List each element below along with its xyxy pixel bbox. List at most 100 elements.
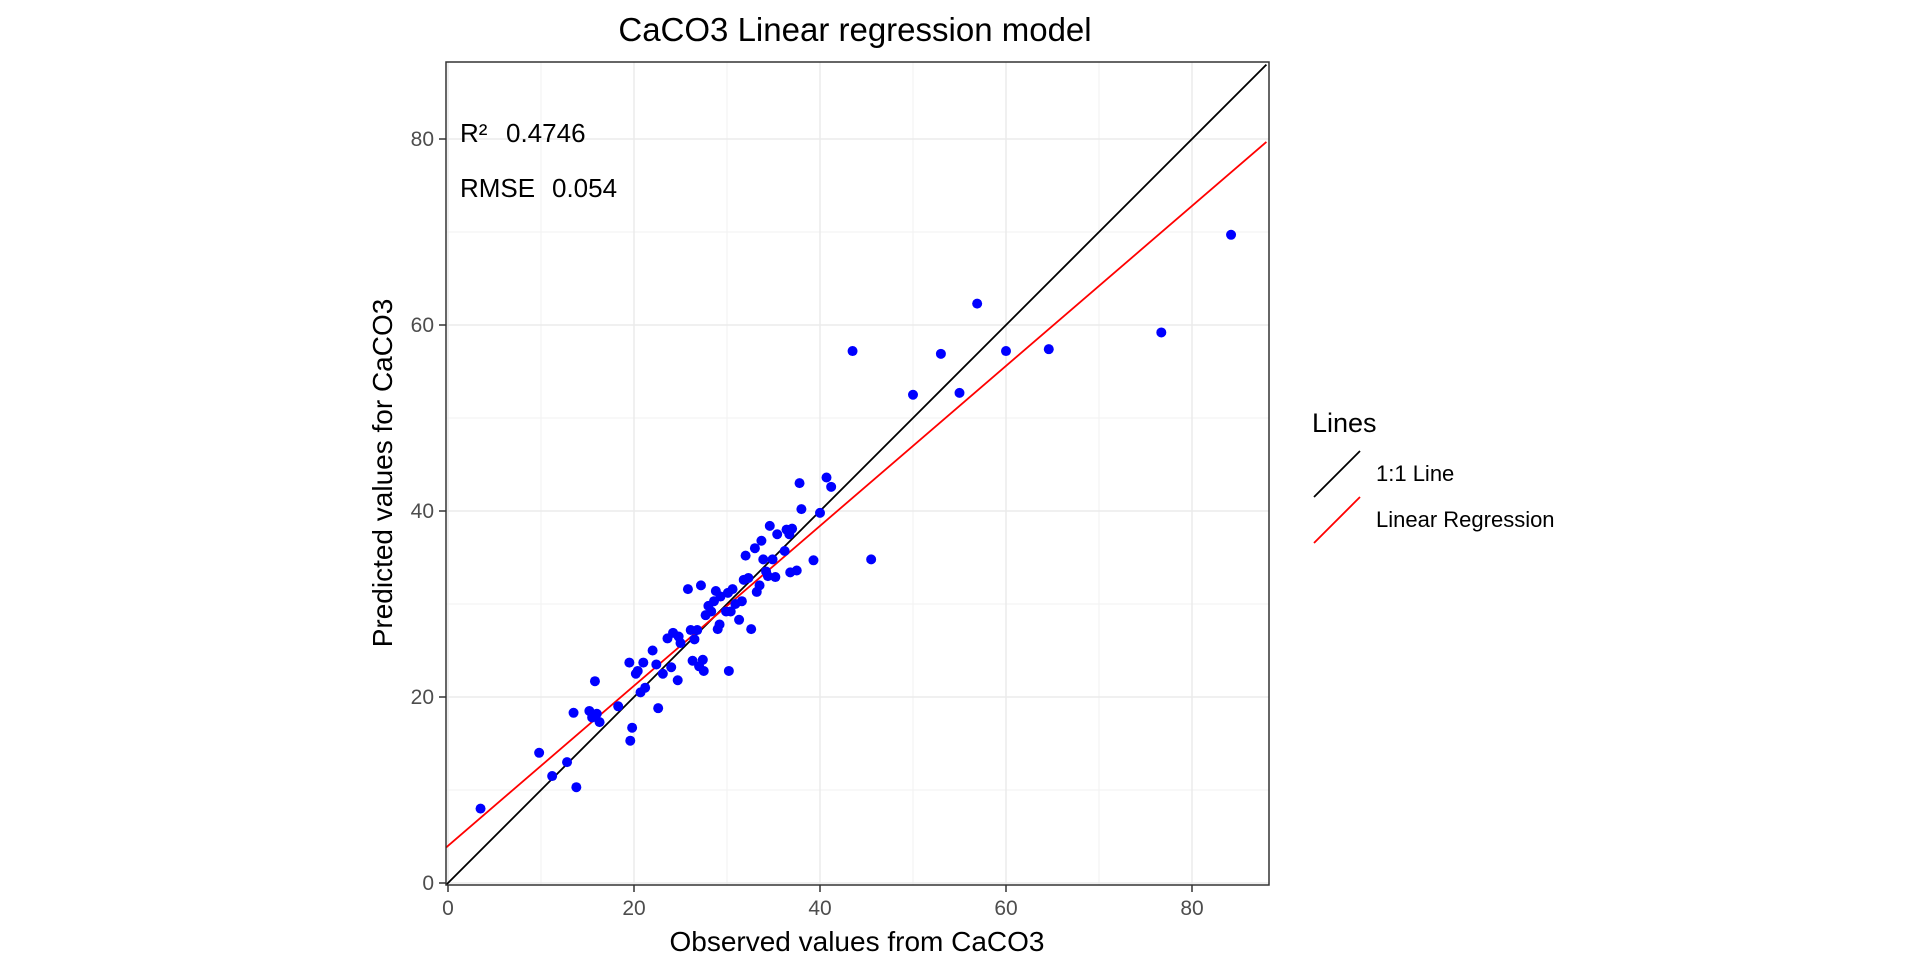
data-point [723,665,734,676]
data-point [935,348,946,359]
data-point [908,389,918,400]
data-point [697,654,708,665]
r2-label: R² [460,118,488,148]
data-point [475,803,486,814]
data-points [475,229,1237,814]
linear-regression-series-line [445,141,1267,849]
reference-lines [445,63,1268,886]
y-axis-ticks: 0 20 40 60 80 [411,128,446,895]
x-tick-label: 80 [1180,897,1203,920]
r2-value: 0.4746 [506,118,586,148]
data-point [714,619,725,630]
x-tick-label: 60 [994,897,1017,920]
data-point [734,614,745,625]
data-point [625,735,636,746]
data-point [1001,346,1011,357]
data-point [589,676,600,687]
legend: Lines 1:1 Line Linear Regression [1312,408,1555,544]
legend-key-1-1-line [1313,450,1361,498]
data-point [651,659,662,670]
x-axis-ticks: 0 20 40 60 80 [442,885,1204,920]
data-point [756,535,767,546]
data-point [675,638,686,649]
y-tick-label: 0 [422,872,434,895]
data-point [657,668,668,679]
data-point [770,572,781,583]
data-point [689,634,700,645]
data-point [736,596,747,607]
data-point [794,478,805,489]
data-point [1156,327,1167,338]
data-point [695,580,706,591]
data-point [666,662,677,673]
data-point [725,606,736,617]
data-point [826,481,837,492]
rmse-label: RMSE [460,173,535,203]
data-point [534,747,545,758]
data-point [594,717,605,728]
data-point [638,657,649,668]
data-point [547,771,558,782]
data-point [740,550,751,561]
grid-minor [446,62,1269,885]
y-axis-title: Predicted values for CaCO3 [367,299,398,648]
data-point [821,472,832,483]
data-point [715,591,726,602]
grid-major [446,62,1269,885]
x-axis-title: Observed values from CaCO3 [669,926,1044,957]
data-point [1226,229,1237,240]
rmse-value: 0.054 [552,173,617,203]
data-point [749,543,760,554]
y-tick-label: 80 [411,128,434,151]
data-point [764,520,775,531]
data-point [627,722,638,733]
data-point [808,555,819,566]
data-point [847,346,858,357]
data-point [692,625,703,636]
data-point [758,554,769,565]
data-point [562,757,573,768]
y-tick-label: 20 [411,686,434,709]
1-1-line-series-line [445,63,1268,886]
x-tick-label: 0 [442,897,454,920]
data-point [796,504,807,515]
data-point [866,554,877,565]
data-point [815,507,825,518]
data-point [682,584,693,595]
data-point [972,298,983,309]
legend-label-1-1-line: 1:1 Line [1376,461,1454,486]
chart-title: CaCO3 Linear regression model [618,11,1091,48]
data-point [613,701,624,712]
y-tick-label: 60 [411,314,434,337]
data-point [791,565,802,576]
data-point [754,580,765,591]
data-point [1043,344,1054,355]
data-point [571,782,582,793]
data-point [672,675,683,686]
x-tick-label: 40 [808,897,831,920]
data-point [767,554,778,565]
data-point [624,657,635,668]
data-point [727,584,738,595]
legend-label-linear-regression: Linear Regression [1376,507,1555,532]
data-point [632,665,643,676]
data-point [640,682,651,693]
data-point [762,571,773,582]
data-point [653,703,664,714]
data-point [706,606,717,617]
data-point [687,655,698,666]
data-point [779,545,790,556]
plot-panel-border [445,61,1270,886]
data-point [743,572,754,583]
data-point [591,708,602,719]
legend-title: Lines [1312,408,1377,438]
data-point [647,645,658,656]
data-point [954,387,965,398]
data-point [787,523,798,534]
data-point [698,665,709,676]
data-point [746,624,757,635]
legend-key-linear-regression [1313,496,1361,544]
data-point [568,707,579,718]
x-tick-label: 20 [622,897,645,920]
